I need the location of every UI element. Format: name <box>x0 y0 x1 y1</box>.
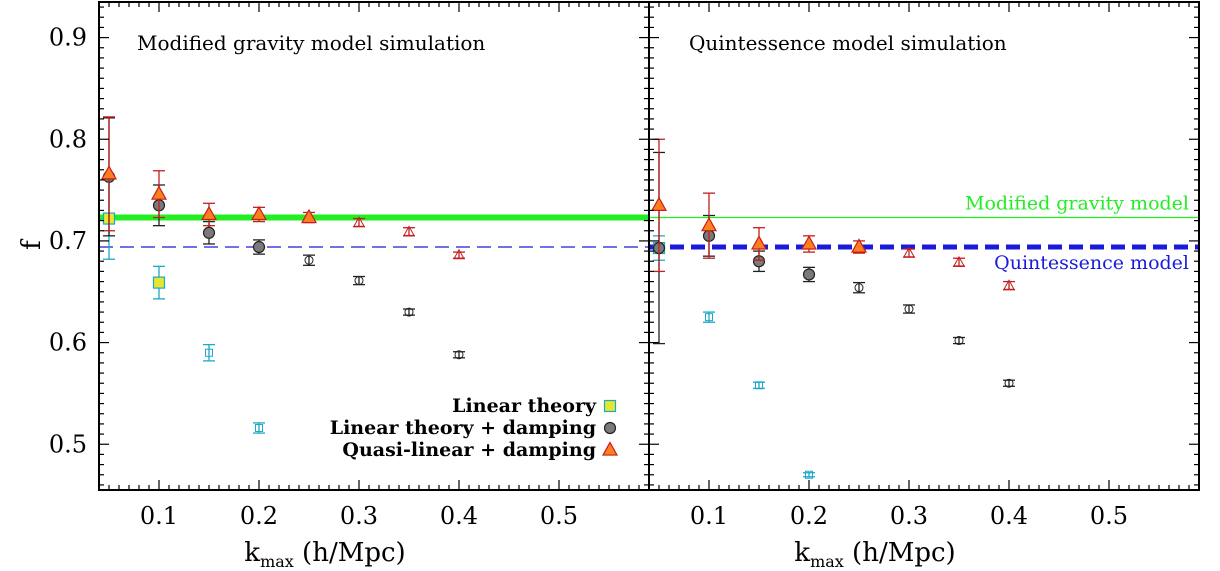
reference-line-label: Quintessence model <box>994 252 1189 274</box>
x-axis-label-main: k <box>794 538 810 568</box>
plot-frame <box>648 1 1200 491</box>
y-axis-1: 0.5 0.6 0.7 0.8 0.9 <box>49 6 649 486</box>
data-point <box>650 196 668 211</box>
data-point <box>750 235 768 250</box>
error-bar <box>453 351 465 359</box>
data-point <box>1003 279 1015 290</box>
legend-label: Quasi-linear + damping <box>342 439 596 461</box>
svg-text:kmax (h/Mpc): kmax (h/Mpc) <box>244 538 405 571</box>
data-point <box>700 216 718 232</box>
legend-marker <box>601 441 619 456</box>
data-point <box>854 283 864 293</box>
series-circle <box>102 117 465 360</box>
panel-2: Modified gravity model Quintessence model… <box>649 31 1199 479</box>
x-tick-label: 0.2 <box>240 502 278 530</box>
data-point <box>802 268 816 281</box>
data-point <box>755 381 763 390</box>
data-point <box>255 423 263 432</box>
x-tick-label: 0.5 <box>540 502 578 530</box>
legend-marker <box>603 421 617 435</box>
data-point <box>800 235 818 250</box>
reference-line-label: Modified gravity model <box>965 193 1189 215</box>
x-tick-label: 0.1 <box>140 502 178 530</box>
panel-title: Quintessence model simulation <box>689 31 1007 55</box>
error-bar <box>753 381 765 389</box>
x-tick-label: 0.3 <box>890 502 928 530</box>
y-tick-label: 0.9 <box>49 24 87 52</box>
data-point <box>202 226 216 239</box>
error-bar <box>453 251 465 259</box>
legend-marker <box>603 399 617 413</box>
data-point <box>304 255 314 265</box>
y-axis-2 <box>649 6 1199 486</box>
data-point <box>904 304 914 314</box>
svg-text:kmax (h/Mpc): kmax (h/Mpc) <box>794 538 955 571</box>
data-point <box>953 255 965 267</box>
data-point <box>205 348 213 357</box>
legend-entry: Quasi-linear + damping <box>342 439 619 461</box>
data-point <box>705 313 713 322</box>
error-bar <box>203 343 215 362</box>
x-tick-label: 0.1 <box>690 502 728 530</box>
x-tick-label: 0.5 <box>1090 502 1128 530</box>
series-circle <box>652 151 1015 388</box>
data-point <box>354 276 364 286</box>
y-tick-label: 0.8 <box>49 125 87 153</box>
data-point <box>805 470 813 479</box>
x-tick-label: 0.2 <box>790 502 828 530</box>
data-point <box>404 307 414 317</box>
data-point <box>954 336 964 346</box>
data-point <box>300 208 318 224</box>
data-point <box>152 276 166 289</box>
series-square <box>652 235 815 479</box>
axes-layer: 0.1 0.2 0.3 0.4 0.50.50.60.70.80.90.1 0.2 0.3 0… <box>49 1 1200 530</box>
y-axis-label: f <box>17 238 47 250</box>
x-axis-label-main: k <box>244 538 260 568</box>
data-point <box>403 225 415 236</box>
x-axis-2: 0.1 0.2 0.3 0.4 0.5 <box>658 2 1190 530</box>
data-point <box>100 165 118 180</box>
x-axis-label-unit: (h/Mpc) <box>294 538 406 568</box>
y-tick-label: 0.6 <box>49 329 87 357</box>
data-point <box>850 238 868 253</box>
x-axis-label-unit: (h/Mpc) <box>844 538 956 568</box>
data-point <box>454 350 464 360</box>
series-triangle <box>100 116 465 260</box>
x-tick-label: 0.3 <box>340 502 378 530</box>
panels-layer: Modified gravity model simulation Modifie… <box>99 31 1199 479</box>
data-point <box>150 185 168 200</box>
error-bar <box>403 308 415 316</box>
data-point <box>1004 378 1014 388</box>
x-axis-1: 0.1 0.2 0.3 0.4 0.5 <box>108 2 640 530</box>
x-axis-label-sub: max <box>260 552 294 571</box>
x-tick-label: 0.4 <box>990 502 1028 530</box>
series-triangle <box>650 138 1015 291</box>
x-axis-label-right: kmax (h/Mpc) <box>794 538 955 571</box>
legend-entry: Linear theory <box>452 395 617 417</box>
panel-1: Modified gravity model simulation <box>99 31 649 434</box>
error-bar <box>953 336 965 345</box>
data-point <box>903 246 915 258</box>
error-bar <box>803 472 815 478</box>
x-tick-label: 0.4 <box>440 502 478 530</box>
y-tick-label: 0.5 <box>49 430 87 458</box>
legend-label: Linear theory <box>452 395 597 417</box>
error-bar <box>1003 379 1015 387</box>
error-bar <box>853 281 865 294</box>
panel-title: Modified gravity model simulation <box>137 31 485 55</box>
data-point <box>252 240 266 254</box>
data-point <box>353 216 365 227</box>
error-bar <box>303 254 315 266</box>
data-point <box>453 248 465 260</box>
legend-entry: Linear theory + damping <box>330 417 617 439</box>
legend-label: Linear theory + damping <box>330 417 596 439</box>
data-point <box>250 205 268 221</box>
data-point <box>200 205 218 221</box>
x-axis-label-sub: max <box>810 552 844 571</box>
x-axis-label-left: kmax (h/Mpc) <box>244 538 405 571</box>
y-tick-label: 0.7 <box>49 227 87 255</box>
